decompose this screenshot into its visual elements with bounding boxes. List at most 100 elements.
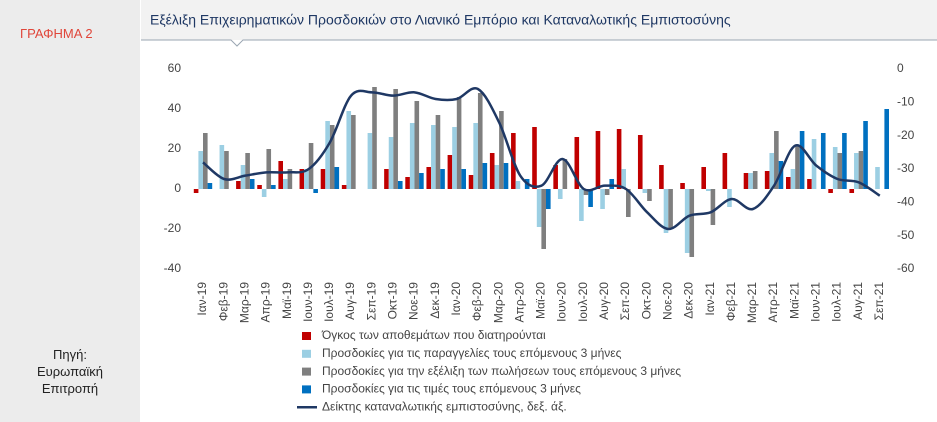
figure-label: ΓΡΑΦΗΜΑ 2: [20, 26, 93, 41]
bar: [663, 189, 669, 233]
y2-tick-label: -30: [897, 161, 915, 175]
bar: [600, 189, 605, 209]
bar: [637, 135, 643, 189]
bar: [659, 165, 664, 189]
bar: [426, 167, 432, 189]
y-tick-label: -40: [164, 261, 182, 275]
bar: [588, 189, 593, 207]
x-tick-label: Αυγ-20: [597, 282, 611, 320]
bar: [266, 149, 272, 189]
bar: [849, 189, 855, 193]
bar: [553, 165, 558, 189]
bar: [494, 165, 500, 189]
y2-tick-label: -10: [897, 95, 915, 109]
bar: [546, 189, 551, 209]
bar: [503, 163, 509, 189]
line: [202, 87, 881, 231]
x-tick-label: Ιουλ-21: [830, 282, 844, 322]
bar: [647, 189, 652, 201]
bar: [743, 173, 749, 189]
x-tick-label: Οκτ-19: [386, 282, 400, 320]
bar: [447, 155, 453, 189]
bar: [621, 169, 626, 189]
bar: [562, 159, 568, 189]
x-tick-label: Μαρ-20: [491, 282, 505, 323]
bar: [807, 179, 812, 189]
x-tick-label: Φεβ-21: [724, 282, 738, 321]
y-tick-label: -20: [164, 221, 182, 235]
bar: [489, 153, 495, 189]
x-tick-label: Αυγ-21: [851, 282, 865, 320]
title-rule: [141, 39, 937, 47]
bar: [278, 161, 283, 189]
bar: [431, 125, 436, 189]
bar: [680, 183, 685, 189]
legend-label: Προσδοκίες για τις τιμές τους επόμενους …: [322, 382, 581, 396]
bar: [786, 177, 791, 189]
x-tick-label: Δεκ-19: [428, 282, 442, 319]
bar: [795, 145, 800, 189]
bar: [583, 189, 589, 195]
bar: [419, 173, 424, 189]
legend-swatch: [302, 385, 311, 394]
bar: [884, 109, 889, 189]
bar: [684, 189, 690, 253]
x-tick-label: Ιαν-19: [195, 282, 209, 316]
bar: [304, 169, 309, 189]
bar: [604, 189, 610, 195]
bar: [207, 183, 213, 189]
bar: [334, 167, 340, 189]
bar: [482, 163, 488, 189]
x-tick-label: Οκτ-20: [639, 282, 653, 320]
bar: [863, 121, 868, 189]
y-tick-label: 20: [168, 141, 182, 155]
bar: [249, 179, 255, 189]
bar: [414, 101, 420, 189]
bar: [532, 127, 537, 189]
bar: [701, 167, 706, 189]
bar: [499, 111, 504, 189]
bar: [261, 189, 267, 197]
bar: [384, 169, 389, 189]
x-tick-label: Δεκ-20: [682, 282, 696, 319]
y-tick-label: 40: [168, 101, 182, 115]
bar: [799, 131, 805, 189]
bar: [313, 189, 318, 193]
bar: [748, 173, 753, 189]
bar: [393, 89, 398, 189]
x-tick-label: Ιουν-20: [555, 282, 569, 322]
bar: [236, 181, 241, 189]
legend-swatch: [302, 367, 311, 376]
bar: [727, 189, 732, 207]
bar: [372, 87, 377, 189]
bar: [405, 177, 410, 189]
x-tick-label: Νοε-20: [660, 282, 674, 320]
x-tick-label: Μαρ-19: [237, 282, 251, 323]
bar: [351, 115, 356, 189]
bar: [752, 171, 758, 189]
bar: [461, 169, 466, 189]
x-tick-label: Μαϊ-19: [280, 282, 294, 319]
x-tick-label: Ιουν-21: [809, 282, 823, 322]
bar: [440, 169, 445, 189]
bar: [642, 189, 648, 193]
bar: [245, 153, 250, 189]
bar: [477, 93, 483, 189]
x-tick-label: Απρ-19: [259, 282, 273, 323]
bar: [346, 111, 352, 189]
bar: [287, 169, 293, 189]
bar: [875, 167, 880, 189]
bar: [609, 179, 615, 189]
bar: [574, 137, 580, 189]
bar: [271, 185, 276, 189]
bar: [397, 181, 403, 189]
bar: [837, 153, 843, 189]
y2-tick-label: -40: [897, 195, 915, 209]
bar: [299, 169, 305, 189]
legend-label: Δείκτης καταναλωτικής εμπιστοσύνης, δεξ.…: [322, 399, 567, 413]
x-tick-label: Ιαν-20: [449, 282, 463, 316]
bar: [515, 181, 521, 189]
bar: [320, 169, 326, 189]
legend-label: Προσδοκίες για την εξέλιξη των πωλήσεων …: [322, 364, 681, 378]
